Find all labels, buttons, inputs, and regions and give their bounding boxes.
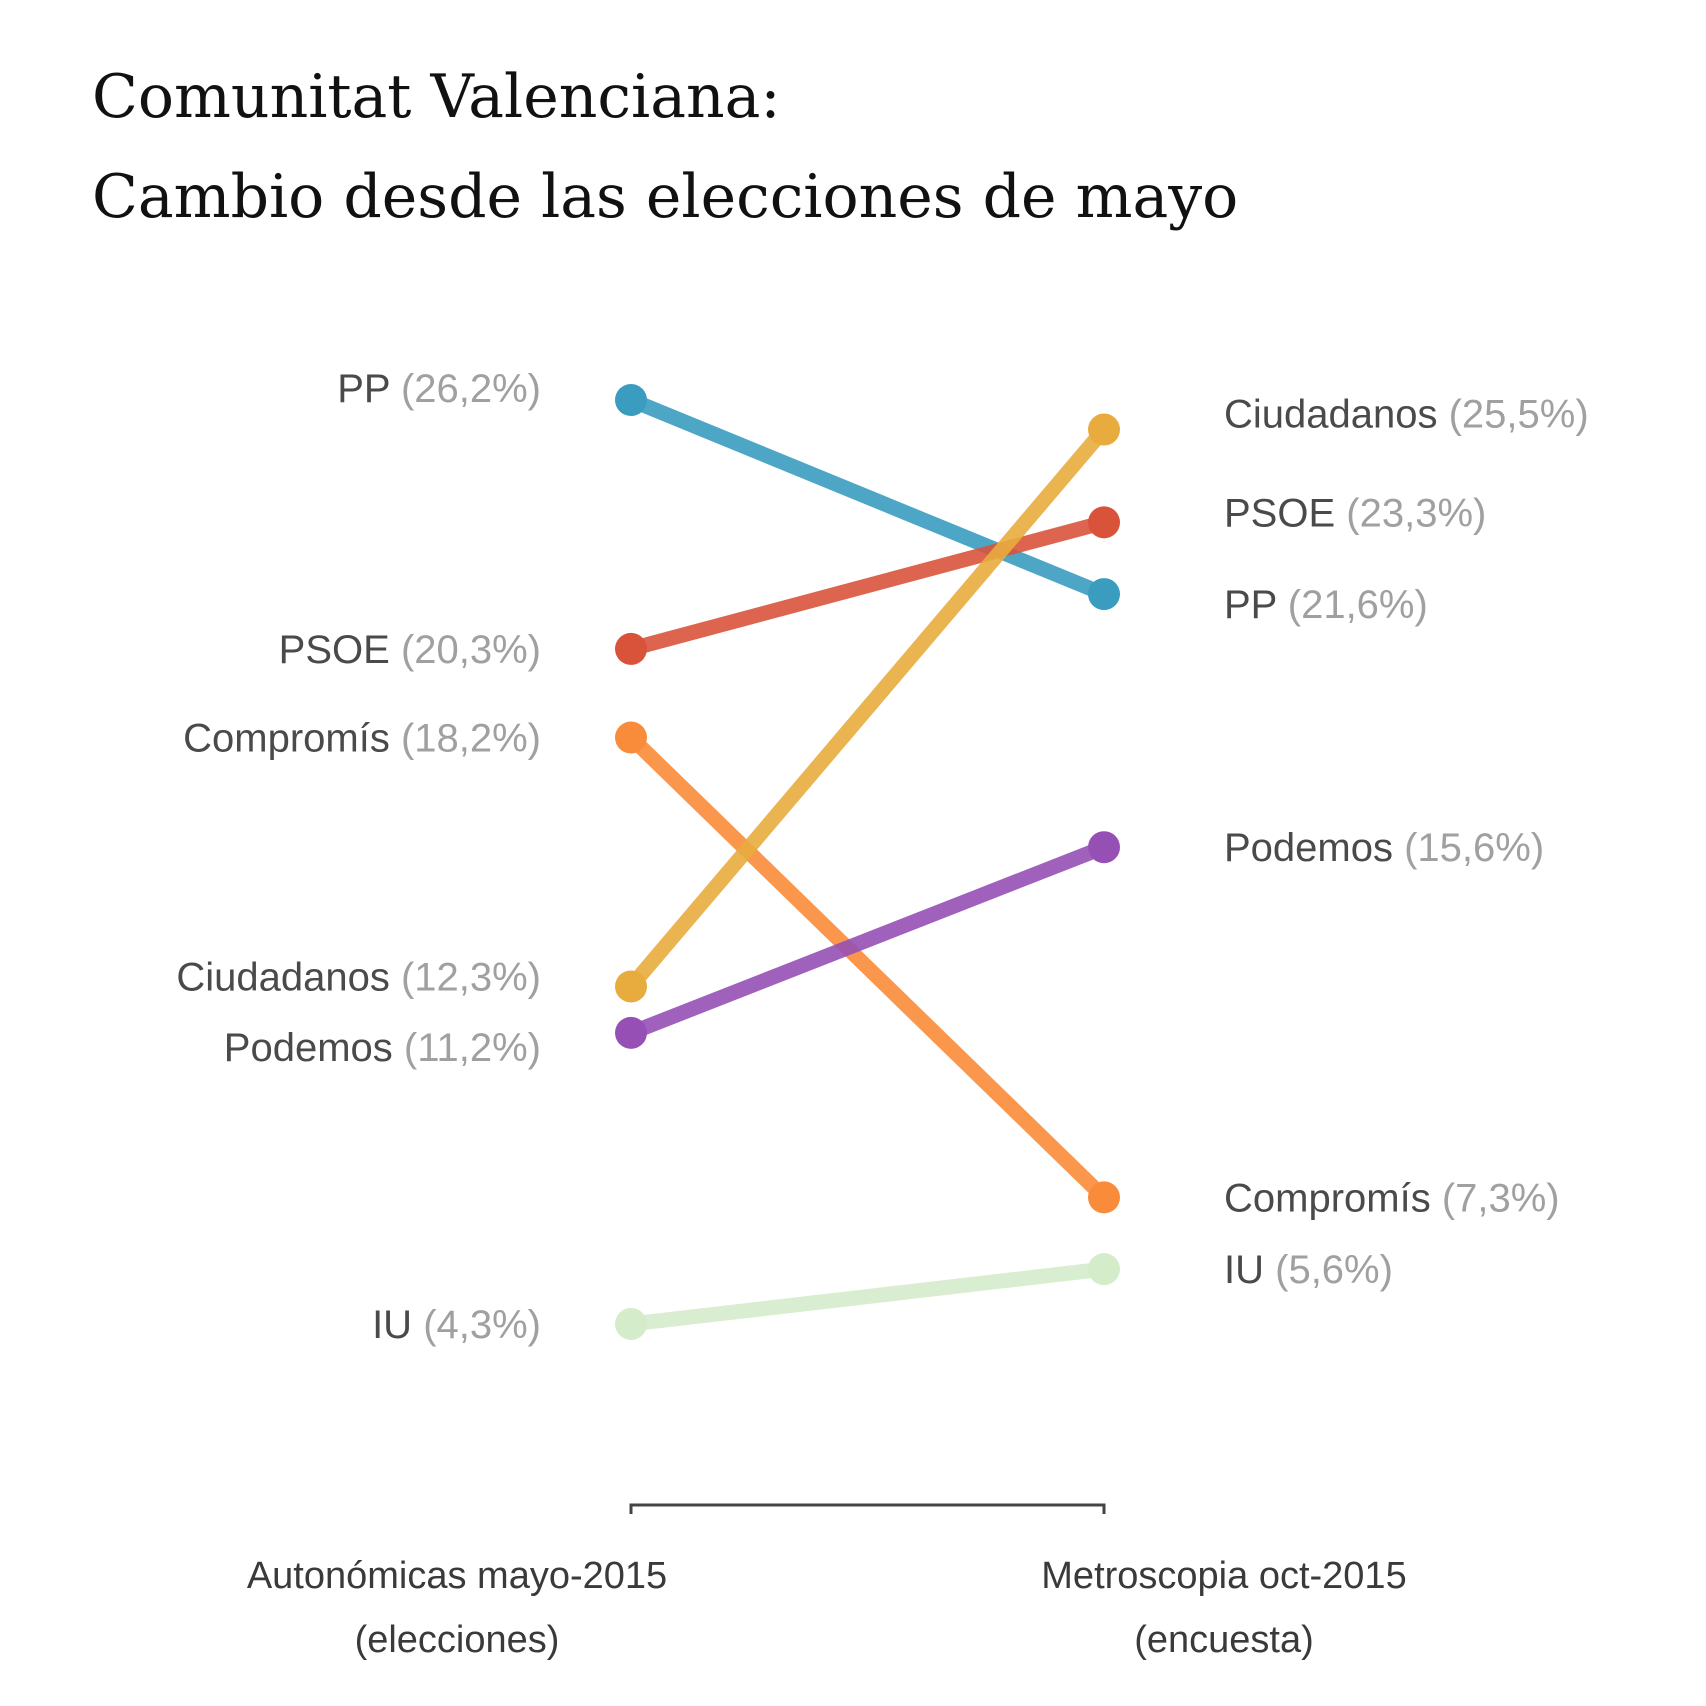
party-name: Compromís	[1224, 1176, 1442, 1220]
party-value: (11,2%)	[404, 1026, 541, 1070]
data-label-start-psoe: PSOE (20,3%)	[279, 628, 541, 672]
series-line-iu	[630, 1261, 1105, 1332]
party-name: Ciudadanos	[176, 955, 401, 999]
party-name: Podemos	[1224, 826, 1404, 870]
x-tick-label-start-line2: (elecciones)	[355, 1619, 560, 1661]
data-label-start-pp: PP (26,2%)	[337, 367, 541, 411]
party-name: PSOE	[279, 628, 401, 672]
point-start-iu	[615, 1307, 647, 1340]
party-name: PP	[1224, 583, 1288, 627]
party-value: (20,3%)	[401, 628, 541, 672]
chart-title-line-1: Comunitat Valenciana:	[92, 62, 781, 132]
party-value: (23,3%)	[1346, 491, 1486, 535]
chart-title-line-2: Cambio desde las elecciones de mayo	[92, 162, 1239, 232]
series-line-podemos	[628, 840, 1107, 1040]
data-label-end-iu: IU (5,6%)	[1224, 1248, 1393, 1292]
point-end-ciudadanos	[1088, 413, 1120, 446]
party-value: (26,2%)	[401, 367, 541, 411]
party-name: IU	[1224, 1248, 1275, 1292]
party-value: (18,2%)	[401, 717, 541, 761]
party-value: (12,3%)	[401, 955, 541, 999]
data-label-start-ciudadanos: Ciudadanos (12,3%)	[176, 955, 541, 999]
data-label-end-comproms: Compromís (7,3%)	[1224, 1176, 1560, 1220]
point-end-psoe	[1088, 506, 1120, 539]
point-start-pp	[615, 384, 647, 416]
data-label-start-iu: IU (4,3%)	[372, 1303, 541, 1347]
point-start-comproms	[615, 721, 647, 754]
data-label-end-podemos: Podemos (15,6%)	[1224, 826, 1544, 870]
party-name: Ciudadanos	[1224, 393, 1449, 437]
point-end-comproms	[1088, 1181, 1120, 1214]
series-line-psoe	[629, 515, 1106, 657]
x-tick-label-end-line1: Metroscopia oct-2015	[1041, 1555, 1406, 1597]
data-label-end-pp: PP (21,6%)	[1224, 583, 1428, 627]
point-start-psoe	[615, 632, 647, 665]
party-name: Compromís	[183, 717, 401, 761]
point-start-ciudadanos	[615, 970, 647, 1003]
series-line-ciudadanos	[625, 424, 1110, 992]
party-name: PSOE	[1224, 491, 1346, 535]
party-value: (4,3%)	[423, 1303, 541, 1347]
party-value: (21,6%)	[1288, 583, 1428, 627]
party-name: Podemos	[224, 1026, 404, 1070]
point-end-pp	[1088, 578, 1120, 611]
series-line-pp	[628, 393, 1107, 602]
party-value: (25,5%)	[1449, 393, 1589, 437]
party-value: (7,3%)	[1442, 1176, 1560, 1220]
point-start-podemos	[615, 1016, 647, 1049]
x-tick-label-start-line1: Autonómicas mayo-2015	[247, 1555, 667, 1597]
party-name: PP	[337, 367, 401, 411]
data-label-end-psoe: PSOE (23,3%)	[1224, 491, 1486, 535]
x-axis-line	[629, 1503, 1106, 1514]
point-end-podemos	[1088, 831, 1120, 864]
party-value: (15,6%)	[1404, 826, 1544, 870]
data-label-end-ciudadanos: Ciudadanos (25,5%)	[1224, 393, 1589, 437]
point-end-iu	[1088, 1253, 1120, 1286]
party-value: (5,6%)	[1275, 1248, 1393, 1292]
data-label-start-comproms: Compromís (18,2%)	[183, 717, 541, 761]
data-label-start-podemos: Podemos (11,2%)	[224, 1026, 541, 1070]
x-tick-label-end-line2: (encuesta)	[1134, 1619, 1314, 1661]
series-line-comproms	[625, 732, 1110, 1203]
party-name: IU	[372, 1303, 423, 1347]
